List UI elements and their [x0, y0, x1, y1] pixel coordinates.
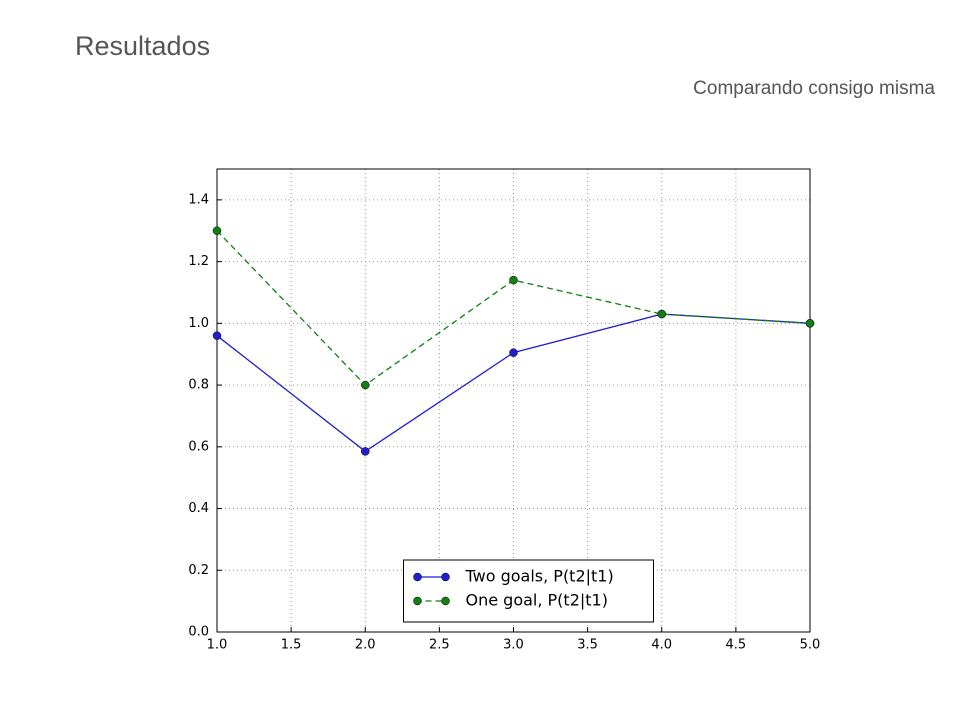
y-tick-label: 1.4: [188, 192, 209, 207]
x-tick-label: 5.0: [800, 638, 821, 653]
data-point: [361, 380, 370, 390]
data-point: [805, 319, 815, 328]
y-tick-label: 0.4: [188, 501, 209, 516]
legend-marker: [413, 596, 422, 606]
legend-box: [403, 559, 654, 623]
slide-title: Resultados: [75, 31, 210, 61]
y-tick-label: 1.2: [188, 254, 209, 269]
legend-marker: [441, 572, 450, 582]
slide-subtitle: Comparando consigo misma: [693, 78, 935, 99]
y-tick-label: 0.8: [188, 378, 209, 393]
legend-marker: [441, 596, 450, 606]
y-tick-label: 0.2: [188, 563, 209, 578]
data-point: [212, 226, 222, 235]
y-tick-label: 0.0: [188, 625, 209, 640]
data-point: [509, 275, 518, 285]
x-tick-label: 4.5: [726, 638, 747, 653]
x-tick-label: 3.5: [577, 638, 598, 653]
x-tick-label: 4.0: [651, 638, 672, 653]
legend-label: Two goals, P(t2|t1): [465, 567, 614, 586]
plot-area: [217, 169, 810, 632]
x-tick-label: 1.5: [281, 638, 302, 653]
data-point: [212, 331, 222, 340]
legend-marker: [413, 572, 422, 582]
x-tick-label: 1.0: [207, 638, 228, 653]
x-tick-label: 3.0: [503, 638, 524, 653]
data-point: [657, 309, 666, 319]
plot-frame: [216, 168, 811, 633]
x-tick-label: 2.5: [429, 638, 450, 653]
y-tick-label: 1.0: [188, 316, 209, 331]
data-point: [361, 447, 370, 456]
x-tick-label: 2.0: [355, 638, 376, 653]
legend-label: One goal, P(t2|t1): [466, 591, 608, 610]
y-tick-label: 0.6: [188, 439, 209, 454]
data-point: [509, 348, 518, 357]
